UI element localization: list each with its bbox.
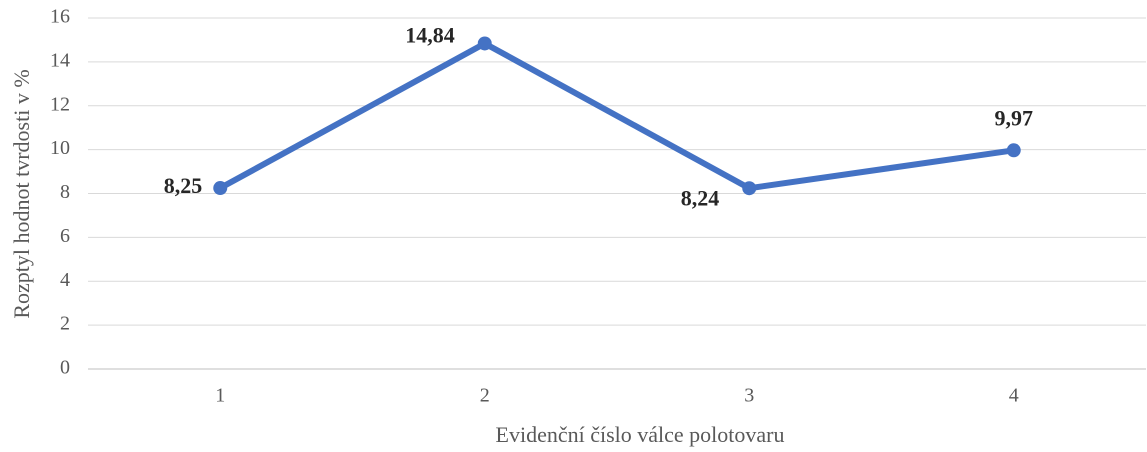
point (742, 181, 757, 196)
y-tick-label: 2 (60, 313, 70, 335)
point (477, 36, 492, 51)
point (1006, 143, 1021, 158)
x-tick-label: 4 (1009, 385, 1019, 407)
y-tick-label: 6 (60, 225, 70, 247)
x-tick-label: 2 (480, 385, 490, 407)
line (218, 40, 1015, 192)
y-tick-label: 8 (60, 181, 70, 203)
x-tick-label: 1 (215, 385, 225, 407)
data-label: 8,24 (681, 185, 720, 210)
y-tick-label: 4 (60, 269, 70, 291)
point (213, 181, 228, 196)
x-axis-title: Evidenční číslo válce polotovaru (496, 422, 785, 447)
y-tick-label: 0 (60, 357, 70, 379)
data-label: 9,97 (995, 105, 1034, 130)
y-tick-label: 16 (50, 6, 70, 28)
y-axis-title: Rozptyl hodnot tvrdosti v % (9, 69, 34, 318)
x-tick-label: 3 (744, 385, 754, 407)
data-label: 8,25 (164, 173, 203, 198)
y-tick-label: 14 (50, 49, 70, 71)
y-tick-label: 12 (50, 93, 70, 115)
data-label: 14,84 (405, 22, 455, 47)
y-tick-label: 10 (50, 137, 70, 159)
